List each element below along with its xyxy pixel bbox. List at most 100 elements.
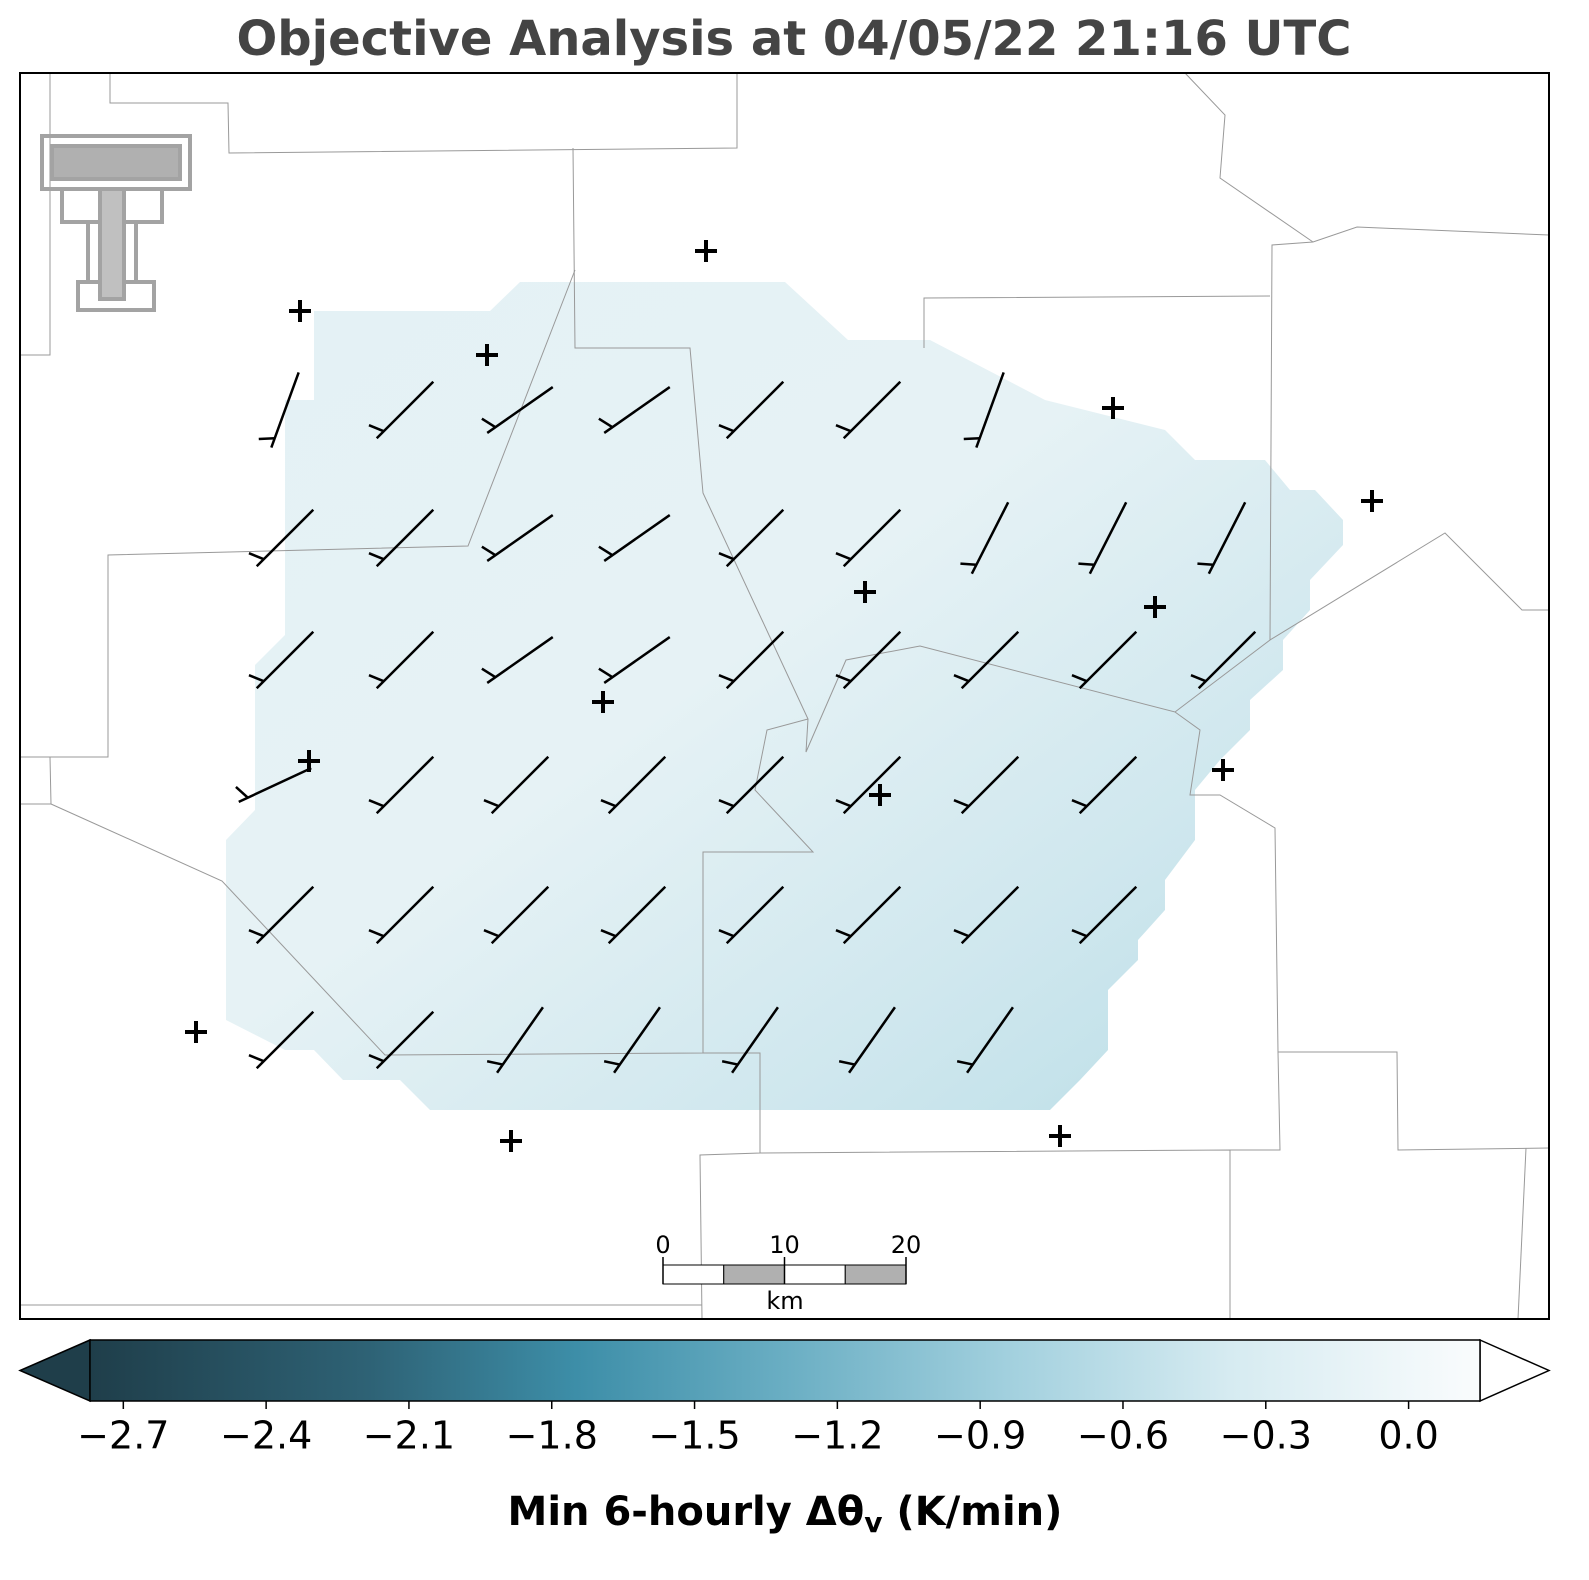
barb-staff [486,386,554,434]
barb-flag [1190,674,1207,683]
barb-flag [835,799,852,808]
colorbar-label-unit: (K/min) [896,1489,1062,1535]
barb-staff [731,1006,779,1074]
barb-flag [838,1060,856,1066]
barb-staff [375,630,435,690]
scale-tick-label: 0 [655,1231,670,1259]
barb-staff [375,885,435,945]
barb-flag [483,799,500,808]
colorbar-tick-label: −2.4 [220,1414,312,1458]
map-frame [19,72,1550,1320]
logo [40,134,192,312]
barb-flag [368,799,385,808]
colorbar-tick-label: −1.5 [648,1414,740,1458]
barb-flag [963,436,980,441]
barb-flag [248,929,265,938]
barb-flag [258,436,275,441]
colorbar-tick-label: −1.8 [506,1414,598,1458]
barb-flag [1071,674,1088,683]
barb-staff [960,755,1020,815]
barb-flag [483,929,500,938]
barb-flag [368,929,385,938]
barb-flag [603,1060,621,1066]
barb-flag [368,674,385,683]
barb-staff [848,1006,896,1074]
barb-flag [1071,929,1088,938]
barb-flag [481,545,497,557]
station-marker [869,784,891,806]
barb-flag [1071,799,1088,808]
barb-flag [598,545,614,557]
scale-bar: km 0 10 20 [655,1231,921,1315]
barb-staff [960,630,1020,690]
station-marker [1361,490,1383,512]
colorbar-label-subscript: v [864,1506,882,1539]
barb-flag [953,674,970,683]
barb-staff [603,386,671,434]
scale-segment [662,1264,725,1285]
station-marker [854,581,876,603]
barb-staff [1197,630,1257,690]
barb-flag [835,552,852,561]
station-marker [1144,596,1166,618]
barb-staff [607,885,667,945]
scale-segment [784,1264,846,1285]
barb-flag [235,786,249,799]
station-marker [500,1130,522,1152]
station-marker [1049,1125,1071,1147]
barb-flag [718,424,735,433]
colorbar-tick-label: −2.1 [363,1414,455,1458]
scale-tick-label: 20 [891,1231,922,1259]
barb-staff [1078,885,1138,945]
colorbar-label-space [882,1489,896,1535]
colorbar-extend-high [1479,1338,1551,1403]
barb-staff [255,885,315,945]
barb-flag [248,1054,265,1063]
barb-staff [375,508,435,568]
map: km 0 10 20 [19,72,1550,1320]
colorbar-tick-label: −1.2 [791,1414,883,1458]
colorbar-extend-low [18,1338,91,1403]
scale-unit: km [766,1287,803,1315]
scale-segment [723,1264,785,1285]
barb-staff [255,1010,315,1070]
station-marker [1212,759,1234,781]
barb-flag [598,667,614,679]
colorbar-tick-label: −0.9 [934,1414,1026,1458]
county-lines [20,72,1550,1320]
title: Objective Analysis at 04/05/22 21:16 UTC [237,11,1352,67]
barb-staff [486,514,554,562]
barb-flag [956,1060,974,1066]
barb-staff [725,630,785,690]
station-marker [298,750,320,772]
barb-staff [490,885,550,945]
barb-flag [486,1060,504,1066]
barb-staff [603,514,671,562]
barb-flag [1078,562,1095,566]
barb-staff [960,885,1020,945]
barb-flag [368,552,385,561]
barb-staff [613,1006,661,1074]
barb-staff [1078,630,1138,690]
colorbar: Min 6-hourly Δθv (K/min) −2.7 −2.4 −2.1 −1.… [18,1338,1551,1539]
barb-staff [375,755,435,815]
barb-flag [835,929,852,938]
barb-staff [725,508,785,568]
wind-barbs [235,371,1257,1074]
barb-staff [496,1006,544,1074]
barb-flag [600,929,617,938]
barb-staff [1088,501,1128,575]
colorbar-tick-label: −0.3 [1220,1414,1312,1458]
station-marker [592,691,614,713]
barb-staff [842,885,902,945]
analysis-field [226,282,1343,1110]
barb-flag [721,1060,739,1066]
barb-flag [718,929,735,938]
barb-staff [255,630,315,690]
station-marker [695,240,717,262]
station-marker [1102,397,1124,419]
barb-staff [975,371,1005,449]
barb-staff [238,766,312,804]
barb-flag [600,799,617,808]
barb-flag [718,799,735,808]
